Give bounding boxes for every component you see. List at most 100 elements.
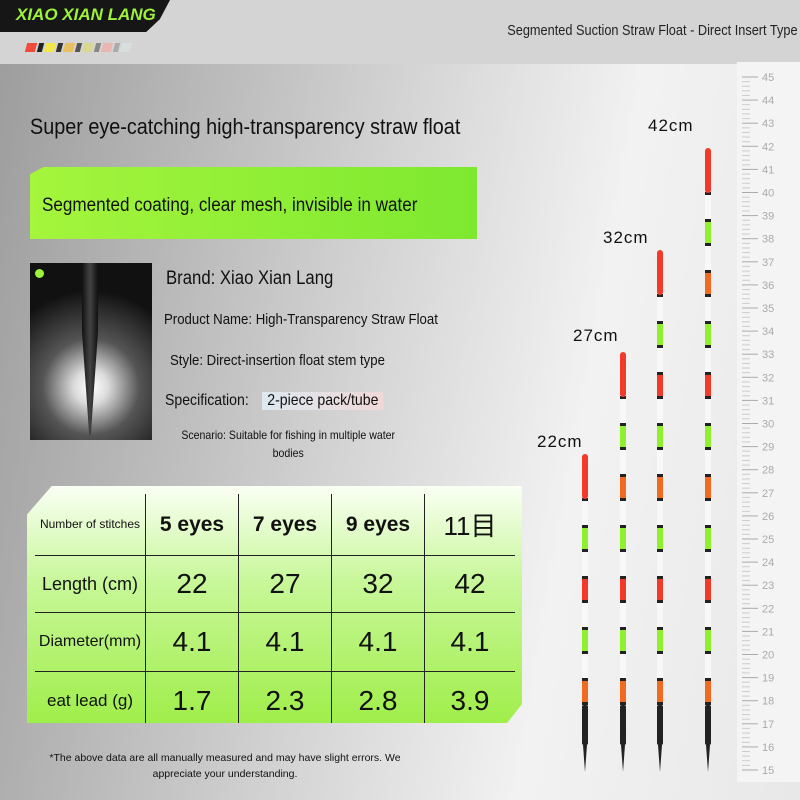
- table-corner-header: Number of stitches: [35, 494, 145, 556]
- float-band: [657, 345, 663, 348]
- float-needle: [583, 745, 587, 772]
- float-segment-green: [620, 528, 626, 552]
- float-band: [657, 576, 663, 579]
- float-segment-orange: [657, 681, 663, 705]
- float-segment-clear: [657, 297, 663, 321]
- float-band: [582, 702, 588, 705]
- float-band: [657, 702, 663, 705]
- ruler-label: 17: [762, 719, 774, 731]
- table-cell: 27: [238, 556, 331, 613]
- float-segment-green: [582, 528, 588, 552]
- float-band: [705, 396, 711, 399]
- float-segment-clear: [657, 348, 663, 372]
- ruler-label: 33: [762, 349, 774, 361]
- table-cell: 4.1: [424, 613, 515, 672]
- float-segment-orange: [705, 477, 711, 501]
- float-band: [657, 321, 663, 324]
- float-stem: [657, 705, 663, 745]
- float-segment-clear: [620, 654, 626, 678]
- ruler-label: 36: [762, 280, 774, 292]
- float-band: [657, 651, 663, 654]
- float-label: 32cm: [603, 228, 649, 247]
- spec-table: Number of stitches 5 eyes 7 eyes 9 eyes …: [27, 486, 522, 723]
- feature-banner: Segmented coating, clear mesh, invisible…: [30, 167, 477, 239]
- float-segment-clear: [705, 297, 711, 321]
- float-segment-orange: [705, 681, 711, 705]
- float-segment-red: [705, 579, 711, 603]
- float-stem: [705, 705, 711, 745]
- float-band: [705, 423, 711, 426]
- float-segment-clear: [657, 654, 663, 678]
- column-header: 7 eyes: [238, 494, 331, 556]
- ruler-label: 44: [762, 95, 774, 107]
- float-segment-green: [657, 324, 663, 348]
- float-segment-orange: [582, 681, 588, 705]
- info-spec-label: Specification:: [165, 392, 249, 409]
- ruler-label: 40: [762, 188, 774, 200]
- float-band: [705, 243, 711, 246]
- ruler: [737, 62, 800, 782]
- float-segment-green: [582, 630, 588, 654]
- float-segment-red: [657, 375, 663, 399]
- table-cell: 4.1: [331, 613, 424, 672]
- table-cell: 4.1: [145, 613, 238, 672]
- ruler-label: 28: [762, 465, 774, 477]
- ruler-label: 15: [762, 765, 774, 777]
- float-band: [705, 600, 711, 603]
- float-segment-green: [705, 528, 711, 552]
- column-header: 9 eyes: [331, 494, 424, 556]
- float-segment-clear: [620, 603, 626, 627]
- product-photo: [30, 263, 152, 440]
- float-segment-clear: [705, 603, 711, 627]
- float-segment-clear: [657, 399, 663, 423]
- ruler-label: 16: [762, 742, 774, 754]
- ruler-label: 38: [762, 234, 774, 246]
- ruler-label: 37: [762, 257, 774, 269]
- float-band: [705, 219, 711, 222]
- float-tip: [657, 250, 663, 295]
- float-label: 22cm: [537, 432, 583, 451]
- float-band: [705, 549, 711, 552]
- ruler-label: 29: [762, 442, 774, 454]
- ruler-label: 35: [762, 303, 774, 315]
- table-cell: 32: [331, 556, 424, 613]
- float-segment-clear: [620, 450, 626, 474]
- float-band: [705, 294, 711, 297]
- float-tip: [705, 148, 711, 193]
- float-segment-red: [705, 375, 711, 399]
- float-segment-clear: [582, 501, 588, 525]
- float-segment-orange: [657, 477, 663, 501]
- row-header: Diameter(mm): [35, 613, 145, 672]
- info-scenario: Scenario: Suitable for fishing in multip…: [181, 428, 396, 460]
- float-segment-clear: [657, 450, 663, 474]
- info-brand: Brand: Xiao Xian Lang: [166, 268, 334, 289]
- float-band: [657, 678, 663, 681]
- ruler-label: 24: [762, 557, 774, 569]
- float-band: [620, 549, 626, 552]
- float-segment-green: [657, 528, 663, 552]
- indicator-dot: [35, 269, 44, 278]
- row-header: Length (cm): [35, 556, 145, 613]
- float-stem: [582, 705, 588, 745]
- ruler-label: 19: [762, 673, 774, 685]
- column-header: 11目: [424, 494, 515, 556]
- float-band: [620, 600, 626, 603]
- float-band: [705, 447, 711, 450]
- float-segment-red: [657, 579, 663, 603]
- ruler-label: 22: [762, 603, 774, 615]
- ruler-label: 27: [762, 488, 774, 500]
- float-band: [620, 498, 626, 501]
- table-cell: 22: [145, 556, 238, 613]
- ruler-label: 30: [762, 419, 774, 431]
- float-segment-green: [705, 426, 711, 450]
- table-cell: 2.8: [331, 672, 424, 723]
- info-spec-value: 2-piece pack/tube: [262, 392, 384, 410]
- float-band: [620, 651, 626, 654]
- ruler-label: 41: [762, 164, 774, 176]
- float-segment-clear: [620, 552, 626, 576]
- float-segment-green: [620, 630, 626, 654]
- float-segment-orange: [620, 681, 626, 705]
- float-segment-red: [620, 579, 626, 603]
- float-segment-red: [582, 579, 588, 603]
- brand-box: [0, 0, 170, 32]
